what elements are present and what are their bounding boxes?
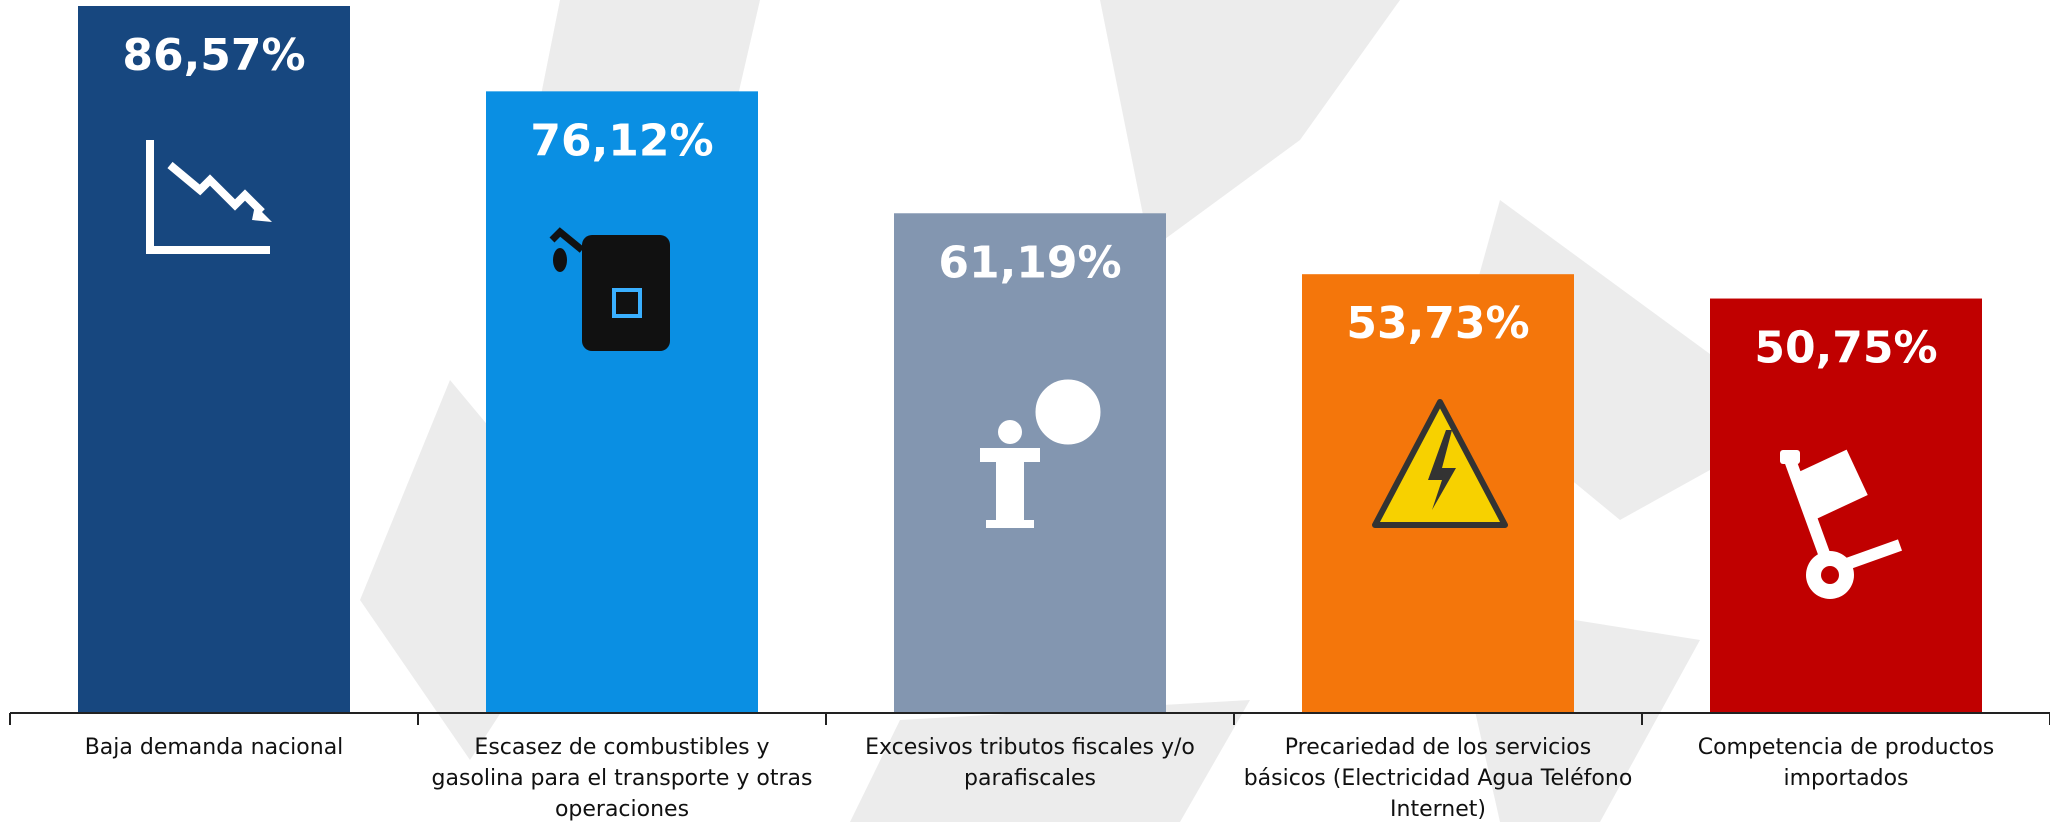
category-label: Escasez de combustibles y gasolina para … — [431, 735, 813, 822]
icon-hand-truck — [1780, 449, 1903, 599]
icon-decline — [146, 140, 270, 254]
icon-warning — [1372, 399, 1508, 528]
icon-decline-arrow — [252, 205, 272, 222]
category-label: Excesivos tributos fiscales y/o parafisc… — [865, 735, 1195, 791]
category-label: Competencia de productos importados — [1697, 735, 1995, 791]
icon-fuel-can — [549, 227, 670, 351]
value-label: 61,19% — [938, 237, 1121, 288]
category-label: Precariedad de los servicios básicos (El… — [1243, 735, 1633, 822]
category-label: Baja demanda nacional — [84, 735, 344, 760]
value-label: 76,12% — [530, 115, 713, 166]
bar — [486, 91, 758, 713]
value-label: 53,73% — [1346, 298, 1529, 349]
bar — [78, 6, 350, 713]
value-label: 50,75% — [1754, 323, 1937, 374]
value-label: 86,57% — [122, 30, 305, 81]
bar — [1710, 298, 1982, 713]
bar — [894, 213, 1166, 713]
icon-podium — [980, 376, 1104, 528]
